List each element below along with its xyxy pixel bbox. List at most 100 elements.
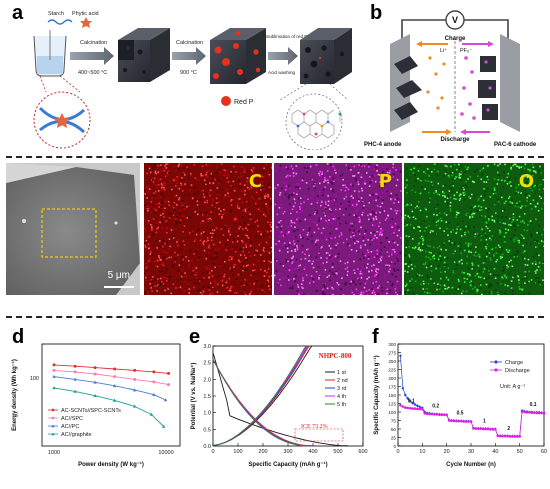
chart-title-e: NHPC-800 <box>319 352 352 360</box>
point-f-1-37 <box>489 428 492 431</box>
point-f-1-11 <box>426 412 429 415</box>
point-d-1-6 <box>167 383 170 386</box>
charge-curve-e-2 <box>213 346 308 445</box>
input-phytic-acid: Phytic acid <box>72 11 99 17</box>
y-tick-label-f-0: 0 <box>393 444 396 449</box>
legend-e-0: 1 st <box>337 370 346 376</box>
point-f-1-49 <box>518 435 521 438</box>
point-f-1-35 <box>484 428 487 431</box>
carbon-cube-1 <box>118 28 170 82</box>
series-group-f <box>399 354 545 437</box>
rate-label-f-3: 1 <box>483 418 486 424</box>
discharge-curve-e-0 <box>213 353 348 446</box>
point-f-1-51 <box>523 411 526 414</box>
molecular-zoom-circle <box>34 92 90 148</box>
point-f-1-14 <box>433 413 436 416</box>
ragone-chart: Power density (W kg⁻¹) Energy density (W… <box>0 322 185 484</box>
point-f-1-22 <box>453 420 456 423</box>
eds-label-o: O <box>519 171 534 192</box>
point-f-1-47 <box>514 435 517 438</box>
y-tick-label-e-4: 2.0 <box>203 377 211 383</box>
step-acid-washing: Acid washing <box>268 70 296 75</box>
point-f-1-44 <box>506 435 509 438</box>
y-tick-label-e-3: 1.5 <box>203 394 211 400</box>
rate-label-f-5: 0.1 <box>530 402 537 408</box>
legend-f: Charge Discharge <box>490 360 530 374</box>
point-f-1-24 <box>458 420 461 423</box>
voltmeter-label: V <box>452 15 458 25</box>
process-arrow-1 <box>70 47 114 65</box>
x-tick-label-f-4: 40 <box>492 449 498 455</box>
ion-dots <box>426 56 475 120</box>
rate-label-f-4: 2 <box>507 426 510 432</box>
discharge-curve-e-2 <box>213 359 313 445</box>
y-tick-label-f-10: 250 <box>388 359 396 364</box>
step-temp-1: 400~500 °C <box>78 70 107 76</box>
point-f-0-1 <box>401 387 404 390</box>
panel-e: e Specific Capacity (mAh g⁻¹) Potential … <box>185 322 370 484</box>
red-p-legend: Red P <box>234 99 254 106</box>
point-f-1-32 <box>477 427 480 430</box>
x-tick-label-f-1: 10 <box>419 449 425 455</box>
beaker-icon <box>34 30 66 76</box>
point-f-1-26 <box>462 420 465 423</box>
point-d-0-2 <box>94 366 97 369</box>
point-f-1-27 <box>465 420 468 423</box>
x-tick-label-f-6: 60 <box>541 449 547 455</box>
scale-bar-label: 5 μm <box>108 270 130 281</box>
point-f-1-23 <box>455 420 458 423</box>
point-f-1-58 <box>540 412 543 415</box>
charge-label: Charge <box>445 36 466 42</box>
x-tick-label-e-4: 400 <box>308 449 317 455</box>
panel-b: b V <box>360 0 550 150</box>
legend-d-0: AC-SCNTs//SPC-SCNTs <box>61 408 121 414</box>
y-tick-label-e-0: 0.0 <box>203 444 211 450</box>
separator-bottom <box>6 316 544 318</box>
ylabel-e: Potential (V vs. Na/Na⁺) <box>190 363 197 430</box>
point-f-1-59 <box>543 412 546 415</box>
input-starch: Starch <box>48 11 64 17</box>
eds-label-c: C <box>249 171 262 192</box>
point-f-1-57 <box>538 412 541 415</box>
x-tick-label-e-0: 0 <box>211 449 214 455</box>
panel-label-d: d <box>12 326 24 349</box>
ice-annotation: ICE 73.2% <box>301 424 328 430</box>
y-tick-label-f-4: 100 <box>388 410 396 415</box>
x-tick-label-e-2: 200 <box>258 449 267 455</box>
point-f-1-41 <box>499 435 502 438</box>
ylabel-d: Energy density (Wh kg⁻¹) <box>11 359 18 431</box>
point-f-1-33 <box>479 427 482 430</box>
panel-label-f: f <box>372 326 379 349</box>
cathode-cubes <box>478 56 498 120</box>
carbon-cube-redp <box>210 28 266 84</box>
step-sublimation: Sublimation of red P <box>266 34 307 39</box>
charge-curve-e-4 <box>213 346 306 445</box>
point-d-1-2 <box>94 373 97 376</box>
point-f-1-18 <box>443 413 446 416</box>
series-line-d-2 <box>54 377 166 400</box>
legend-e-4: 5 th <box>337 402 346 408</box>
porous-carbon-cube <box>300 28 352 84</box>
y-tick-label-f-1: 25 <box>391 436 397 441</box>
y-tick-label-f-12: 300 <box>388 342 396 347</box>
point-f-1-16 <box>438 413 441 416</box>
process-arrow-2 <box>172 47 206 65</box>
point-f-1-30 <box>472 427 475 430</box>
anode-particles <box>394 56 422 120</box>
point-f-1-0 <box>399 404 402 407</box>
point-f-1-40 <box>496 435 499 438</box>
y-tick-label-f-2: 50 <box>391 427 397 432</box>
gcd-chart: Specific Capacity (mAh g⁻¹) Potential (V… <box>185 322 370 484</box>
x-tick-label-e-1: 100 <box>233 449 242 455</box>
point-f-1-46 <box>511 435 514 438</box>
y-tick-label-e-2: 1.0 <box>203 411 211 417</box>
unit-label-f: Unit: A g⁻¹ <box>500 384 525 390</box>
point-f-1-5 <box>411 407 414 410</box>
panel-label-e: e <box>189 326 200 349</box>
panel-label-b: b <box>370 2 382 25</box>
red-p-legend-dot <box>221 96 231 106</box>
legend-e-1: 2 nd <box>337 378 348 384</box>
x-tick-label-e-6: 600 <box>358 449 367 455</box>
point-f-1-10 <box>423 412 426 415</box>
